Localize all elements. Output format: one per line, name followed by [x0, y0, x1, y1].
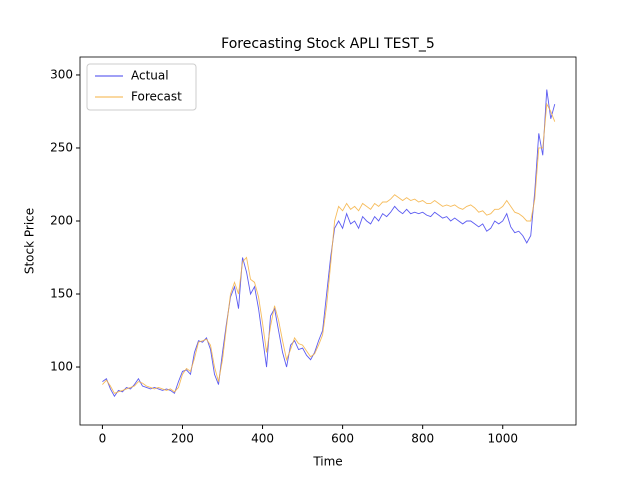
- y-axis-label: Stock Price: [23, 208, 37, 274]
- chart-title: Forecasting Stock APLI TEST_5: [221, 36, 435, 52]
- x-axis-label: Time: [312, 455, 342, 469]
- plot-frame: [79, 56, 577, 426]
- x-tick-label: 800: [411, 432, 434, 446]
- x-tick-label: 1000: [487, 432, 518, 446]
- series-line: [102, 102, 556, 394]
- x-tick-label: 400: [251, 432, 274, 446]
- series-line: [102, 89, 556, 398]
- x-tick-label: 200: [171, 432, 194, 446]
- y-tick-label: 200: [50, 213, 73, 227]
- x-tick-label: 600: [331, 432, 354, 446]
- x-tick-label: 0: [99, 432, 107, 446]
- legend-label: Forecast: [131, 90, 182, 104]
- y-tick-label: 150: [50, 287, 73, 301]
- y-tick-label: 300: [50, 67, 73, 81]
- legend-label: Actual: [131, 69, 169, 83]
- y-tick-label: 100: [50, 360, 73, 374]
- y-tick-label: 250: [50, 140, 73, 154]
